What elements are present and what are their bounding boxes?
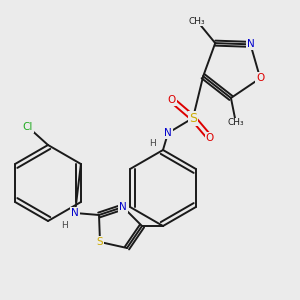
Text: N: N xyxy=(247,39,254,50)
Text: N: N xyxy=(71,208,79,218)
Text: O: O xyxy=(206,133,214,143)
Text: Cl: Cl xyxy=(23,122,33,132)
Text: S: S xyxy=(189,112,197,124)
Text: CH₃: CH₃ xyxy=(228,118,244,127)
Text: H: H xyxy=(61,220,68,230)
Text: H: H xyxy=(148,140,155,148)
Text: O: O xyxy=(168,95,176,105)
Text: O: O xyxy=(256,73,264,83)
Text: N: N xyxy=(119,202,127,212)
Text: S: S xyxy=(97,237,103,247)
Text: CH₃: CH₃ xyxy=(189,16,206,26)
Text: N: N xyxy=(164,128,172,138)
